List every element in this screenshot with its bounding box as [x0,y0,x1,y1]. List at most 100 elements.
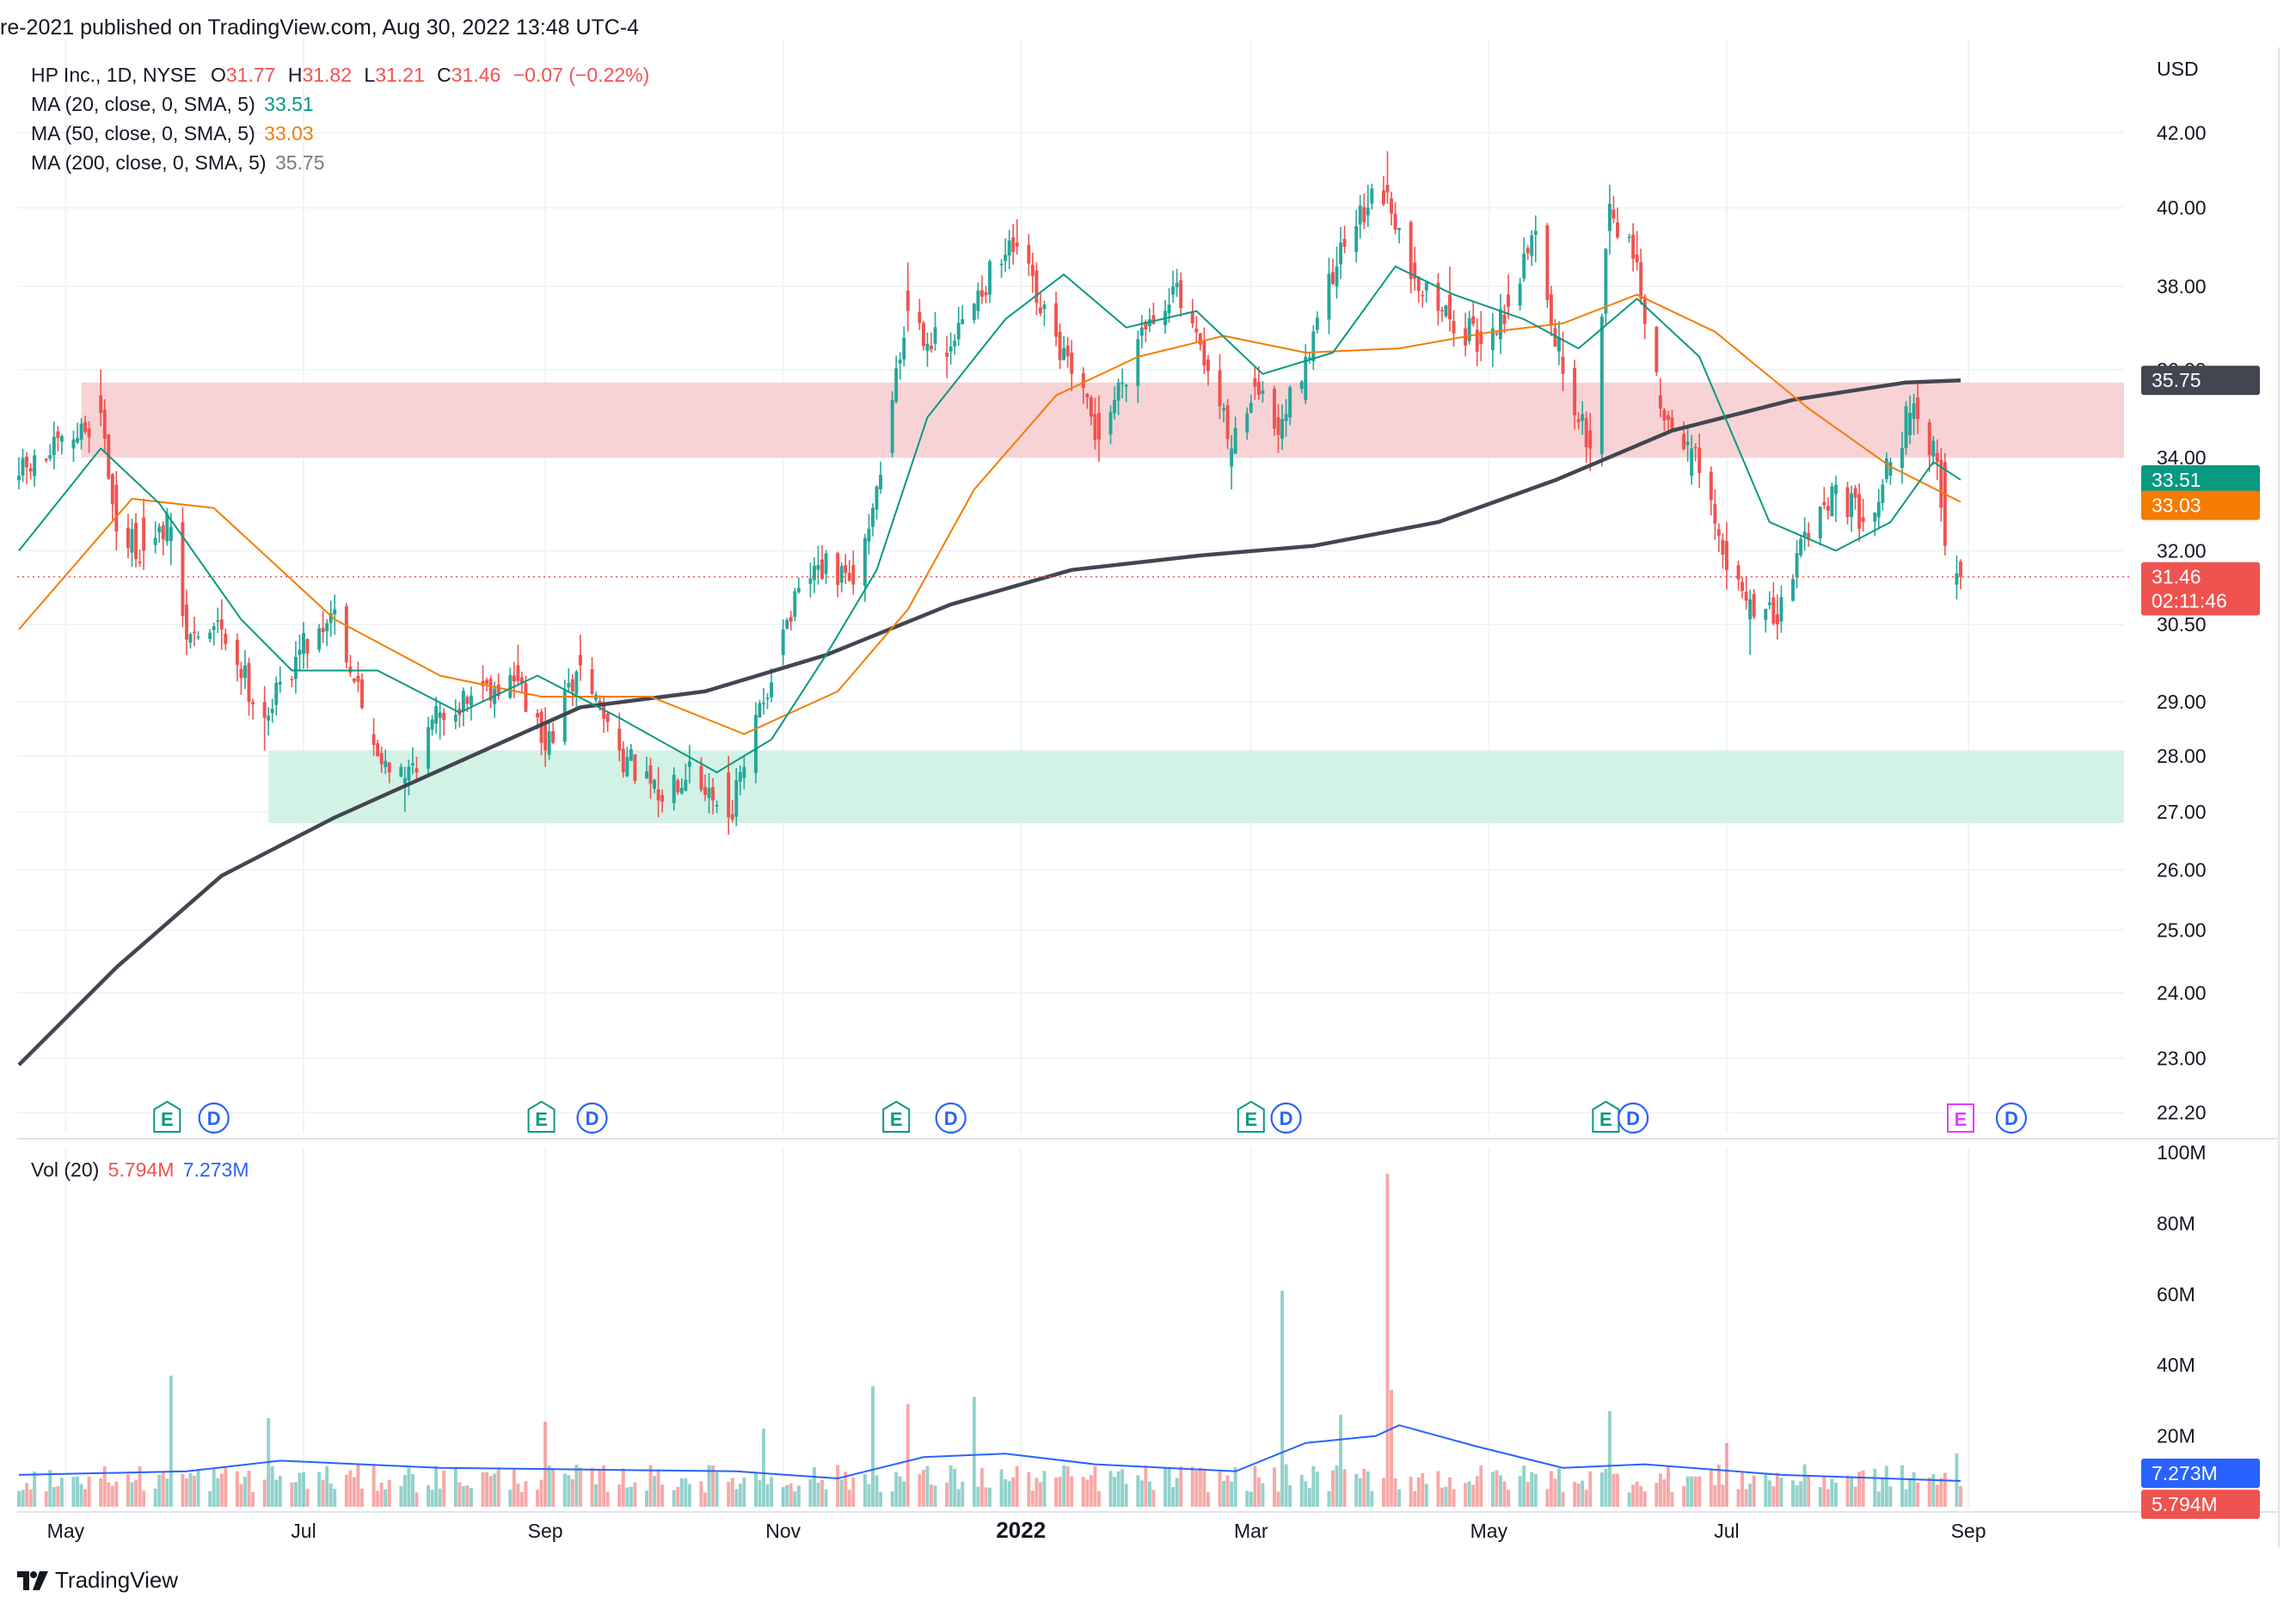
volume-bar[interactable] [1284,1464,1288,1507]
volume-bar[interactable] [44,1490,48,1507]
candle-body[interactable] [1261,390,1265,394]
volume-bar[interactable] [208,1490,212,1507]
candle-body[interactable] [976,290,980,311]
candle-body[interactable] [703,787,707,796]
candle-body[interactable] [524,683,528,712]
candle-body[interactable] [1495,333,1499,335]
volume-bar[interactable] [1533,1473,1538,1507]
volume-bar[interactable] [348,1470,353,1507]
candle-body[interactable] [1256,382,1261,396]
candle-body[interactable] [727,772,731,818]
volume-bar[interactable] [1409,1477,1413,1507]
candle-body[interactable] [1190,312,1194,324]
legend-ma20[interactable]: MA (20, close, 0, SMA, 5) 33.51 [31,93,314,116]
volume-bar[interactable] [169,1375,173,1507]
volume-bar[interactable] [906,1404,910,1507]
candle-body[interactable] [570,679,574,691]
candle-body[interactable] [1385,184,1390,193]
candle-body[interactable] [1499,309,1502,340]
volume-bar[interactable] [157,1475,162,1507]
ma20-line[interactable] [18,265,1961,774]
candle-body[interactable] [519,677,524,683]
candle-body[interactable] [1042,304,1047,310]
volume-bar[interactable] [1736,1489,1740,1507]
candle-body[interactable] [1530,235,1534,256]
volume-bar[interactable] [867,1484,871,1507]
volume-bar[interactable] [1370,1490,1374,1507]
volume-bar[interactable] [1311,1465,1316,1507]
volume-bar[interactable] [1845,1475,1850,1507]
candle-body[interactable] [813,565,816,581]
volume-bar[interactable] [1744,1489,1748,1507]
volume-bar[interactable] [820,1479,824,1507]
volume-bar[interactable] [684,1478,688,1507]
candle-body[interactable] [376,743,380,757]
volume-bar[interactable] [879,1491,883,1507]
volume-bar[interactable] [1642,1491,1647,1507]
candle-body[interactable] [539,711,543,743]
volume-bar[interactable] [808,1479,813,1507]
candle-body[interactable] [988,261,991,295]
candle-body[interactable] [543,723,548,751]
volume-bar[interactable] [1881,1477,1885,1507]
candle-body[interactable] [1304,356,1308,400]
volume-bar[interactable] [921,1470,925,1507]
candle-body[interactable] [1943,462,1947,546]
volume-bar[interactable] [1015,1465,1019,1507]
volume-bar[interactable] [1807,1475,1811,1507]
candle-body[interactable] [496,684,500,697]
candle-body[interactable] [836,553,840,586]
candle-body[interactable] [153,538,157,545]
volume-bar[interactable] [1381,1478,1385,1507]
candle-body[interactable] [1616,222,1619,237]
candle-body[interactable] [1795,553,1799,578]
candle-body[interactable] [816,565,820,570]
candle-body[interactable] [1120,382,1125,384]
candle-body[interactable] [1342,238,1347,248]
candle-body[interactable] [902,337,906,360]
volume-bar[interactable] [379,1482,384,1507]
volume-bar[interactable] [1339,1414,1343,1507]
volume-bar[interactable] [762,1429,765,1507]
candle-body[interactable] [547,731,551,755]
volume-bar[interactable] [48,1470,52,1507]
volume-bar[interactable] [1307,1488,1311,1507]
volume-bar[interactable] [1034,1478,1039,1507]
candle-body[interactable] [1522,253,1526,279]
candle-body[interactable] [1222,408,1226,410]
volume-bar[interactable] [1081,1477,1085,1507]
volume-bar[interactable] [567,1475,571,1507]
candle-body[interactable] [1139,327,1144,336]
candle-body[interactable] [1791,579,1795,601]
volume-bar[interactable] [102,1465,107,1507]
candle-body[interactable] [629,749,633,761]
volume-bar[interactable] [1089,1475,1093,1507]
volume-bar[interactable] [216,1478,220,1507]
candle-body[interactable] [1611,209,1616,218]
candle-body[interactable] [1381,190,1385,205]
volume-bar[interactable] [1198,1467,1202,1507]
volume-bar[interactable] [1054,1477,1059,1507]
volume-bar[interactable] [1444,1486,1448,1507]
candle-body[interactable] [1471,316,1476,324]
volume-bar[interactable] [293,1482,298,1507]
volume-bar[interactable] [360,1488,364,1507]
candle-body[interactable] [1654,327,1659,372]
candle-body[interactable] [290,679,294,680]
volume-bar[interactable] [243,1477,247,1507]
volume-bar[interactable] [1448,1477,1452,1507]
earnings-marker[interactable] [153,1100,181,1133]
volume-bar[interactable] [594,1484,599,1507]
volume-bar[interactable] [1931,1473,1936,1507]
volume-bar[interactable] [785,1484,789,1507]
candle-body[interactable] [1004,255,1008,261]
candle-body[interactable] [216,620,220,623]
candle-body[interactable] [1533,230,1538,236]
candle-body[interactable] [1853,488,1857,498]
candle-body[interactable] [161,525,165,540]
candle-body[interactable] [1775,614,1779,625]
candle-body[interactable] [321,627,325,632]
dividend-marker[interactable] [935,1102,967,1134]
candle-body[interactable] [653,780,657,790]
candle-body[interactable] [948,347,953,352]
